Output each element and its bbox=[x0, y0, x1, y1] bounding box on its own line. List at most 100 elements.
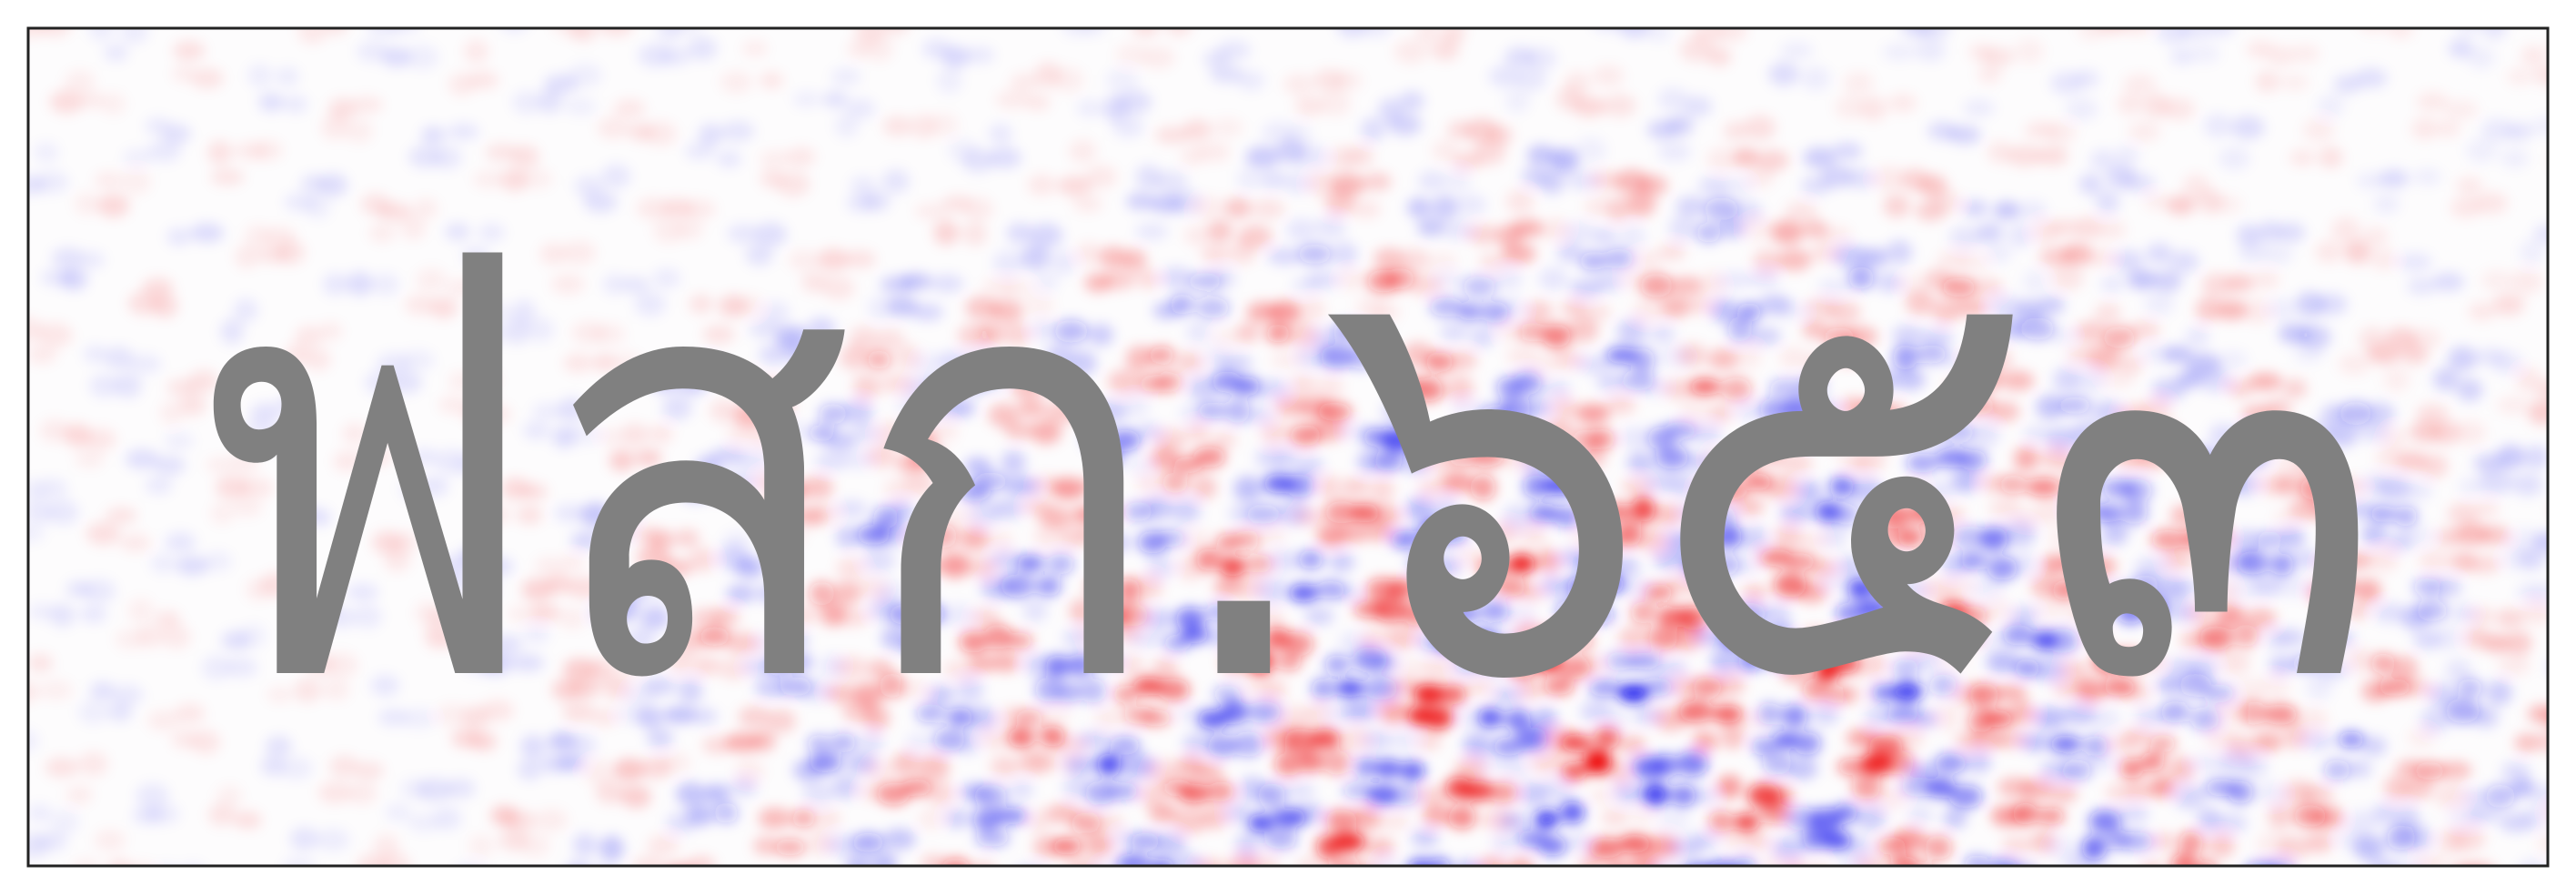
blob bbox=[749, 427, 776, 448]
blob bbox=[1387, 114, 1423, 136]
blob bbox=[1588, 679, 1622, 697]
blob bbox=[777, 527, 807, 547]
blob bbox=[1052, 67, 1085, 93]
blob bbox=[2007, 145, 2042, 167]
blob bbox=[1556, 242, 1583, 263]
blob bbox=[2117, 93, 2144, 116]
blob bbox=[2480, 269, 2512, 291]
blob bbox=[2467, 46, 2495, 69]
blob bbox=[2168, 757, 2194, 782]
blob bbox=[444, 222, 471, 241]
blob bbox=[1010, 73, 1040, 92]
blob bbox=[1289, 375, 1316, 396]
blob bbox=[1011, 377, 1042, 399]
blob bbox=[1093, 445, 1122, 468]
blob bbox=[911, 448, 944, 468]
blob bbox=[119, 533, 151, 552]
blob bbox=[1224, 802, 1250, 824]
blob bbox=[1747, 327, 1782, 346]
blob bbox=[1384, 628, 1418, 649]
blob bbox=[679, 628, 706, 652]
blob bbox=[1906, 453, 1939, 473]
blob bbox=[1778, 347, 1809, 368]
blob bbox=[780, 631, 810, 649]
blob bbox=[833, 581, 860, 606]
blob bbox=[2436, 528, 2463, 547]
blob bbox=[2195, 297, 2220, 322]
blob bbox=[835, 526, 860, 548]
blob bbox=[2370, 505, 2396, 523]
blob bbox=[1341, 478, 1370, 496]
blob bbox=[1441, 219, 1475, 240]
blob bbox=[2300, 731, 2334, 750]
blob bbox=[367, 28, 401, 37]
blob bbox=[2094, 303, 2121, 324]
blob bbox=[1185, 320, 1212, 344]
blob bbox=[207, 803, 236, 826]
blob bbox=[2518, 549, 2545, 570]
blob bbox=[1126, 192, 1154, 210]
blob bbox=[2102, 430, 2128, 448]
blob bbox=[1533, 652, 1561, 673]
blob bbox=[1372, 504, 1401, 528]
blob bbox=[569, 28, 598, 42]
blob bbox=[1542, 324, 1571, 348]
blob bbox=[148, 139, 182, 163]
blob bbox=[714, 802, 739, 824]
blob bbox=[1987, 858, 2019, 866]
blob bbox=[659, 752, 691, 773]
blob bbox=[2278, 528, 2305, 548]
blob bbox=[1821, 165, 1853, 188]
blob bbox=[2448, 346, 2478, 372]
blob bbox=[1449, 351, 1477, 370]
blob bbox=[2088, 345, 2120, 371]
blob bbox=[1715, 481, 1747, 500]
blob bbox=[501, 28, 528, 34]
blob bbox=[1571, 525, 1599, 548]
blob bbox=[448, 370, 473, 392]
blob bbox=[1618, 626, 1650, 650]
blob bbox=[766, 655, 793, 677]
blob bbox=[2067, 347, 2094, 364]
blob bbox=[593, 864, 609, 866]
blob bbox=[1349, 345, 1374, 370]
blob bbox=[550, 273, 586, 295]
blob bbox=[581, 502, 611, 528]
blob bbox=[659, 559, 693, 577]
blob bbox=[1514, 419, 1540, 442]
blob bbox=[1516, 727, 1548, 751]
blob bbox=[1987, 141, 2013, 164]
blob bbox=[1550, 148, 1579, 173]
blob bbox=[2026, 478, 2061, 497]
blob bbox=[1580, 605, 1615, 625]
blob bbox=[1779, 657, 1811, 683]
blob bbox=[1261, 420, 1289, 446]
blob bbox=[1486, 782, 1518, 803]
blob bbox=[801, 780, 836, 805]
blob bbox=[220, 318, 245, 345]
blob bbox=[1822, 574, 1847, 592]
blob bbox=[1596, 371, 1625, 392]
blob bbox=[1995, 684, 2028, 702]
blob bbox=[816, 810, 841, 828]
blob bbox=[2253, 732, 2283, 752]
blob bbox=[1914, 40, 1947, 62]
blob bbox=[1439, 422, 1472, 446]
blob bbox=[2353, 835, 2385, 860]
blob bbox=[1245, 146, 1280, 168]
blob bbox=[988, 123, 1012, 145]
blob bbox=[372, 273, 400, 296]
blob bbox=[1004, 421, 1034, 439]
blob bbox=[776, 171, 810, 197]
blob bbox=[1948, 579, 1974, 597]
blob bbox=[863, 705, 890, 730]
blob bbox=[429, 297, 458, 319]
blob bbox=[1376, 812, 1410, 830]
blob bbox=[599, 427, 624, 446]
blob bbox=[1872, 369, 1899, 390]
blob bbox=[1589, 838, 1624, 859]
blob bbox=[1373, 653, 1398, 673]
blob bbox=[1625, 191, 1656, 216]
blob bbox=[1781, 396, 1815, 422]
